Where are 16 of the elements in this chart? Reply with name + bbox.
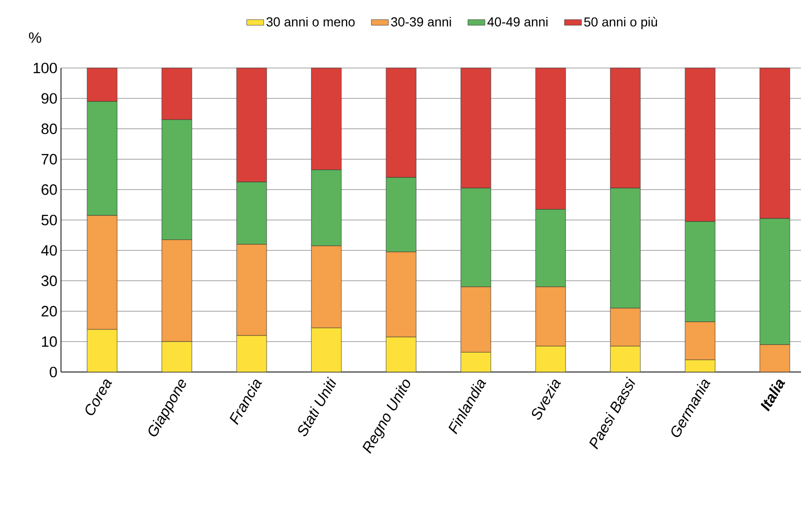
y-tick-label: 90	[42, 93, 57, 104]
y-tick-label: 40	[41, 245, 57, 256]
y-tick-label: 0	[50, 366, 57, 378]
legend-label: 30-39 anni	[391, 16, 451, 26]
y-tick-label: 10	[42, 336, 57, 347]
y-tick-label: 70	[42, 154, 57, 164]
y-tick-label: 100	[34, 62, 57, 74]
y-tick-label: 80	[42, 124, 57, 134]
legend-label: 40-49 anni	[487, 16, 548, 26]
y-tick-label: 30	[41, 276, 57, 286]
y-tick-label: 60	[42, 184, 57, 195]
y-tick-label: 20	[42, 306, 57, 316]
legend-label: 50 anni o più	[584, 16, 657, 30]
y-tick-label: 50	[41, 214, 57, 226]
y-axis-title: %	[28, 32, 42, 43]
legend-label: 30 anni o meno	[266, 16, 355, 26]
